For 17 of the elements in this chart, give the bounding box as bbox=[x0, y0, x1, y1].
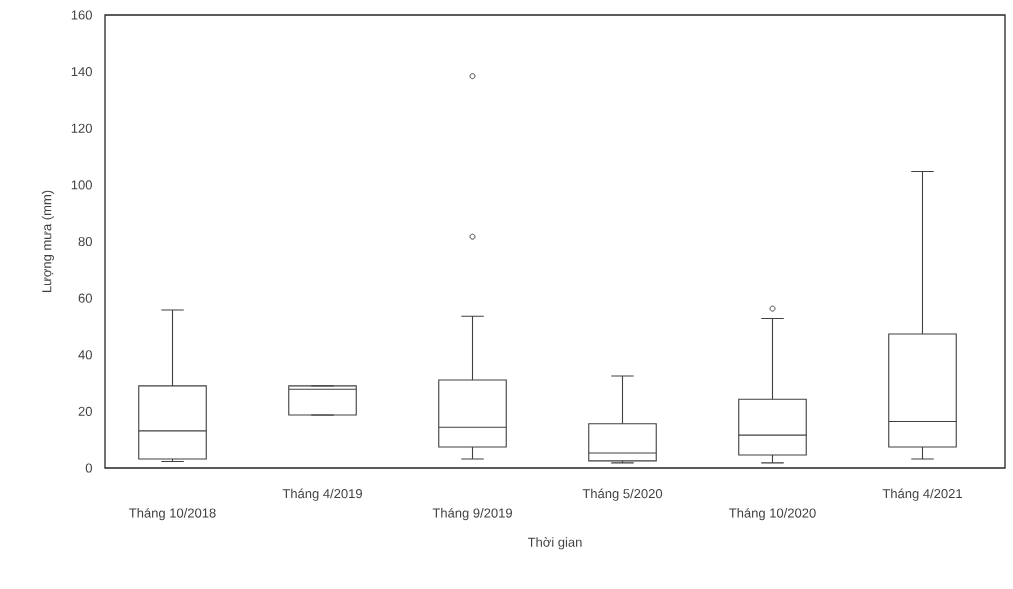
x-tick-label: Tháng 10/2020 bbox=[729, 507, 816, 521]
y-tick-label: 0 bbox=[85, 463, 92, 473]
y-tick-label: 20 bbox=[78, 406, 92, 416]
x-tick-label: Tháng 4/2021 bbox=[882, 488, 962, 501]
x-tick-label: Tháng 9/2019 bbox=[432, 507, 512, 521]
y-tick-label: 140 bbox=[71, 67, 92, 77]
x-tick-label: Tháng 10/2018 bbox=[129, 507, 216, 521]
y-tick-label: 100 bbox=[71, 180, 92, 190]
y-tick-label: 80 bbox=[78, 236, 92, 247]
x-tick-label: Tháng 4/2019 bbox=[282, 488, 362, 501]
y-tick-label: 60 bbox=[78, 293, 92, 303]
x-axis-title: Thời gian bbox=[527, 537, 582, 550]
y-tick-label: 120 bbox=[71, 123, 92, 133]
y-tick-label: 160 bbox=[71, 10, 92, 20]
x-tick-label: Tháng 5/2020 bbox=[582, 488, 663, 501]
y-axis-title: Lượng mưa (mm) bbox=[41, 190, 54, 293]
y-tick-label: 40 bbox=[78, 350, 92, 360]
